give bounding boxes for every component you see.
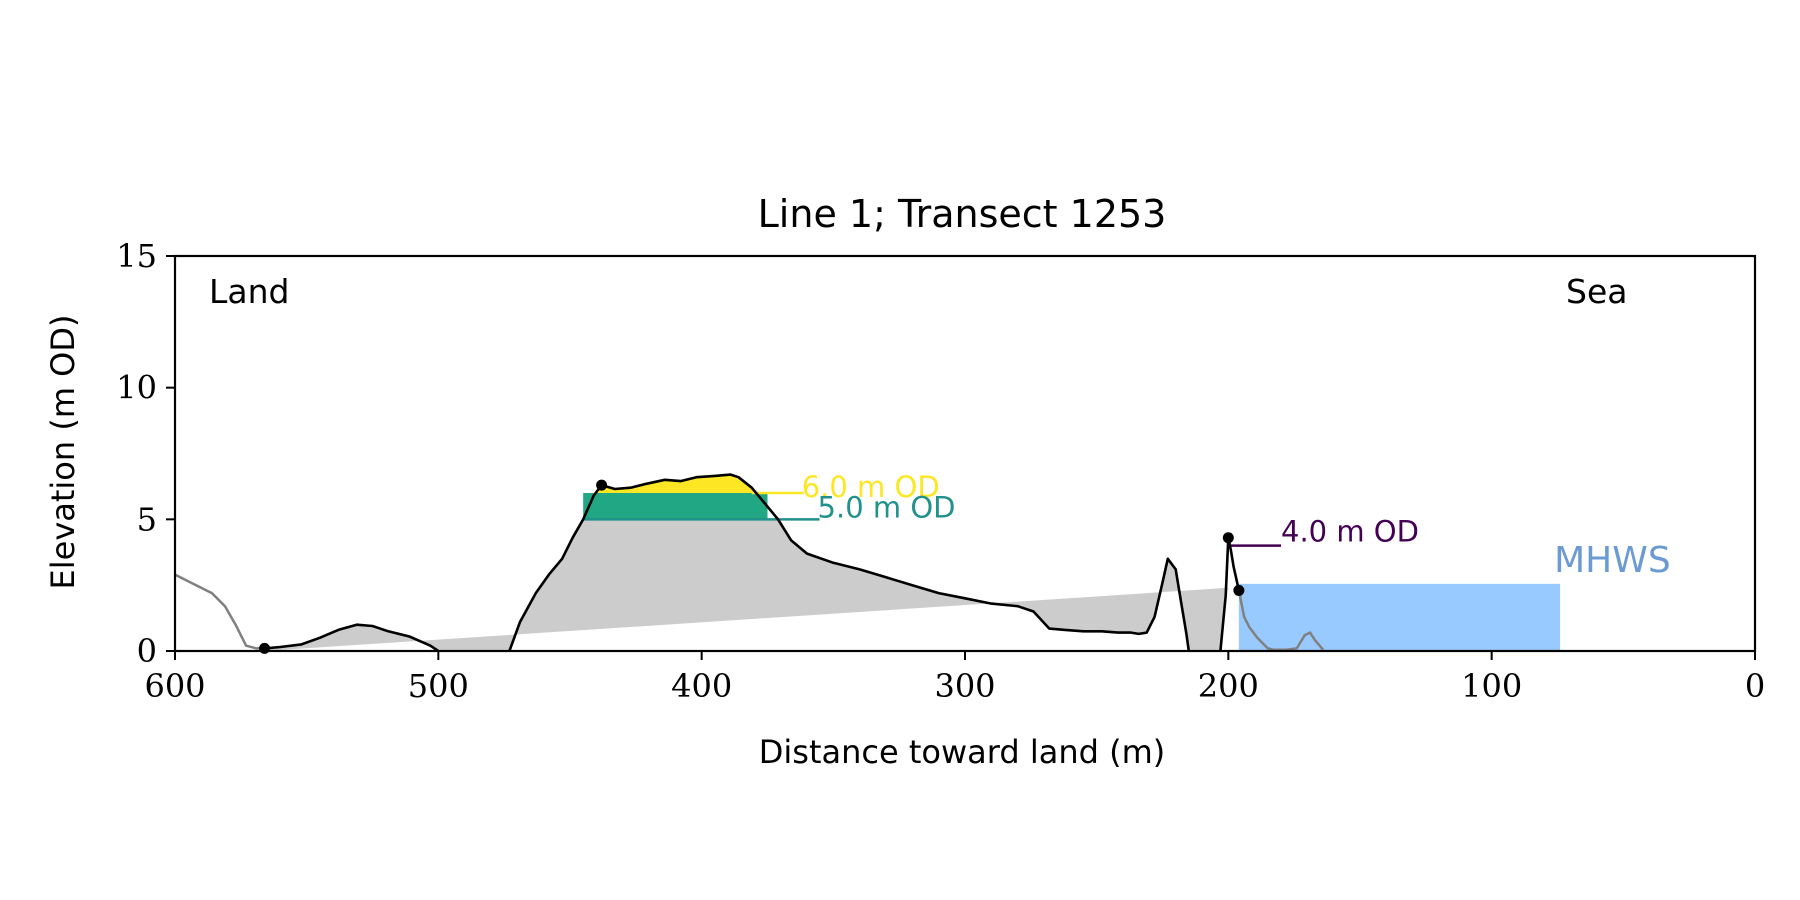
profile-point-2 [1222, 532, 1234, 544]
x-tick-label: 500 [408, 667, 469, 705]
profile-point-3 [1233, 584, 1245, 596]
y-tick-label: 15 [116, 237, 157, 275]
profile-point-1 [596, 479, 608, 491]
profile-point-0 [259, 642, 271, 654]
band-6m-fill [593, 474, 757, 496]
plot-layer: 6.0 m OD5.0 m OD 4.0 m OD MHWS [174, 470, 1671, 654]
x-axis-label: Distance toward land (m) [759, 733, 1165, 771]
x-tick-label: 300 [934, 667, 995, 705]
chart-title: Line 1; Transect 1253 [758, 192, 1167, 236]
axes-layer: 600 500 400 300 200 100 0 0 5 10 15 [116, 237, 1765, 705]
x-tick-label: 600 [144, 667, 205, 705]
x-tick-label: 200 [1198, 667, 1259, 705]
band-5m-fill [583, 493, 768, 520]
profile-line-outer-left [174, 573, 265, 650]
profile-fill [264, 519, 1229, 651]
land-label: Land [209, 272, 289, 311]
x-tick-label: 400 [671, 667, 732, 705]
mhws-fill [1238, 583, 1561, 651]
x-tick-label: 0 [1745, 667, 1765, 705]
y-tick-label: 0 [137, 632, 157, 670]
sea-label: Sea [1566, 272, 1627, 311]
profile-line-outer-right [1237, 590, 1325, 651]
y-tick-label: 5 [137, 500, 157, 538]
y-tick-label: 10 [116, 369, 157, 407]
y-axis-label: Elevation (m OD) [44, 315, 82, 590]
band-5m-label: 5.0 m OD [818, 490, 956, 524]
mhws-label: MHWS [1554, 540, 1671, 581]
band-6m-label: 6.0 m OD [802, 470, 940, 504]
level-4m-label: 4.0 m OD [1281, 515, 1419, 549]
x-tick-label: 100 [1461, 667, 1522, 705]
